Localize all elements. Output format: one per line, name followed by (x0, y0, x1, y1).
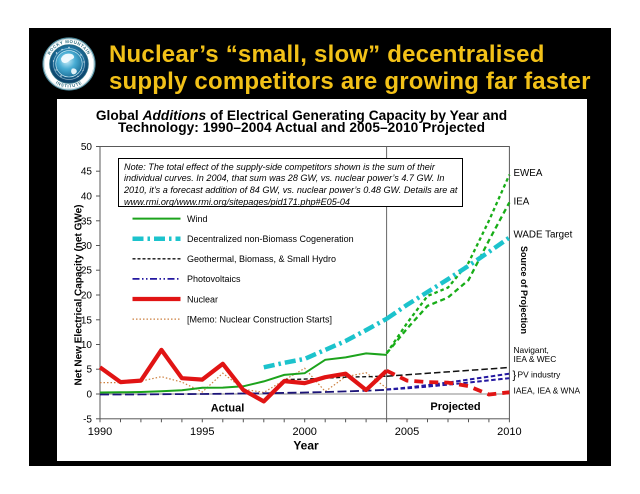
svg-text:5: 5 (86, 365, 92, 376)
svg-text:35: 35 (81, 216, 93, 227)
svg-text:INSTITUTE: INSTITUTE (55, 80, 83, 89)
svg-text:2005: 2005 (395, 426, 419, 438)
svg-text:Year: Year (293, 438, 319, 452)
svg-text:2010: 2010 (497, 426, 521, 438)
svg-text:45: 45 (81, 167, 93, 178)
svg-text:2000: 2000 (292, 426, 316, 438)
svg-text:[Memo: Nuclear Construction St: [Memo: Nuclear Construction Starts] (187, 314, 332, 324)
svg-text:Wind: Wind (187, 214, 208, 224)
svg-text:20: 20 (81, 291, 93, 302)
svg-text:40: 40 (81, 192, 93, 203)
svg-text:30: 30 (81, 241, 93, 252)
svg-text:1995: 1995 (190, 426, 214, 438)
svg-text:Navigant,: Navigant, (514, 345, 549, 355)
svg-text:Net New Electrical Capacity (n: Net New Electrical Capacity (net GWe) (74, 205, 85, 386)
svg-text:IEA & WEC: IEA & WEC (514, 354, 557, 364)
svg-text:Photovoltaics: Photovoltaics (187, 274, 241, 284)
svg-text:0: 0 (86, 390, 92, 401)
svg-text:25: 25 (81, 266, 93, 277)
svg-text:Projected: Projected (430, 401, 480, 413)
svg-text:15: 15 (81, 315, 93, 326)
svg-text:1990: 1990 (88, 426, 112, 438)
svg-text:10: 10 (81, 340, 93, 351)
svg-text:WADE Target: WADE Target (514, 229, 573, 240)
svg-text:Source of Projection: Source of Projection (519, 246, 529, 334)
svg-text:}: } (513, 369, 517, 381)
svg-text:Decentralized non-Biomass Coge: Decentralized non-Biomass Cogeneration (187, 234, 354, 244)
svg-text:-5: -5 (83, 414, 92, 425)
svg-text:IAEA, IEA & WNA: IAEA, IEA & WNA (514, 386, 581, 396)
svg-text:IEA: IEA (514, 196, 530, 207)
svg-text:Actual: Actual (211, 403, 245, 415)
svg-text:EWEA: EWEA (514, 168, 543, 179)
svg-text:PV industry: PV industry (518, 369, 562, 379)
svg-text:50: 50 (81, 142, 93, 153)
svg-text:Geothermal, Biomass, & Small H: Geothermal, Biomass, & Small Hydro (187, 254, 336, 264)
svg-text:Nuclear: Nuclear (187, 294, 218, 304)
